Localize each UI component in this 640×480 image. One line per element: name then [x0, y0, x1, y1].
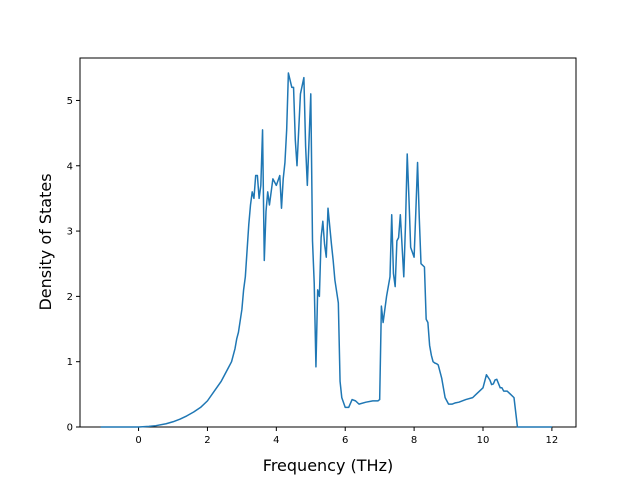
x-tick-label: 0 [135, 435, 141, 446]
y-tick-label: 5 [67, 96, 73, 107]
x-axis-ticks: 0 2 4 6 8 10 12 [135, 427, 558, 446]
x-axis-label: Frequency (THz) [263, 456, 393, 475]
x-tick-label: 8 [411, 435, 417, 446]
x-tick-label: 2 [204, 435, 210, 446]
y-tick-label: 2 [67, 292, 73, 303]
x-tick-label: 6 [342, 435, 348, 446]
y-tick-label: 0 [67, 423, 73, 434]
y-tick-label: 4 [67, 161, 73, 172]
y-axis-ticks: 0 1 2 3 4 5 [67, 96, 80, 434]
dos-series-line [100, 72, 552, 428]
x-tick-label: 12 [546, 435, 559, 446]
y-tick-label: 1 [67, 357, 73, 368]
y-axis-label: Density of States [36, 173, 55, 310]
x-tick-label: 10 [477, 435, 490, 446]
y-tick-label: 3 [67, 227, 73, 238]
plot-frame [79, 57, 577, 428]
x-tick-label: 4 [273, 435, 279, 446]
